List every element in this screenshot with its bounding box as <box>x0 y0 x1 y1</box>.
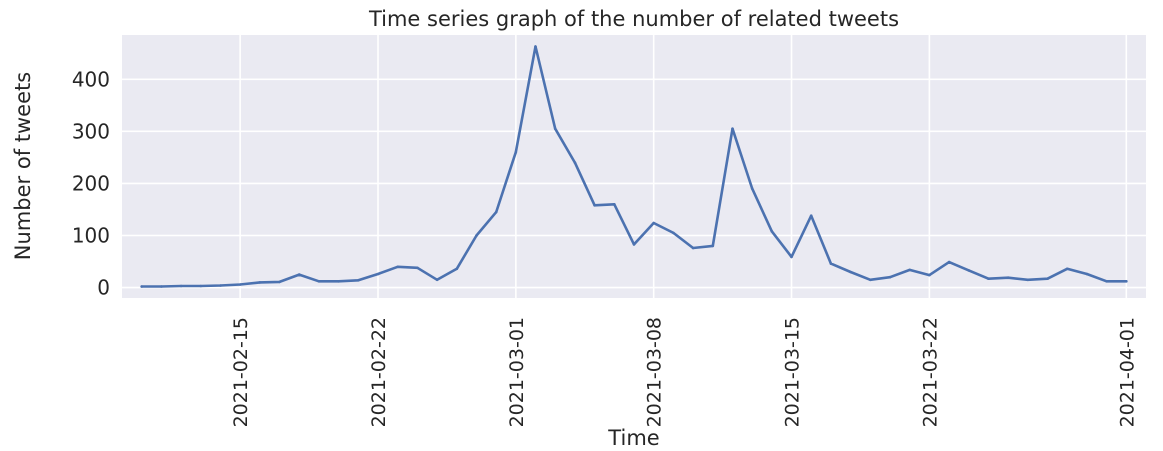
data-point <box>809 214 813 217</box>
data-point <box>455 267 459 271</box>
x-tick-label: 2021-03-08 <box>644 317 666 427</box>
data-point <box>947 260 951 264</box>
x-tick-label: 2021-03-22 <box>919 317 941 427</box>
data-point <box>553 127 557 130</box>
grid-lines <box>122 35 1146 298</box>
data-point <box>357 279 360 282</box>
y-tick-label: 0 <box>97 276 110 300</box>
data-point <box>829 262 833 265</box>
x-tick-label: 2021-03-01 <box>506 317 528 427</box>
data-point <box>140 285 143 288</box>
data-point <box>1105 280 1108 283</box>
data-point <box>337 280 340 283</box>
data-point <box>199 284 203 288</box>
data-point <box>613 203 616 206</box>
data-point <box>1065 267 1069 271</box>
data-point <box>928 273 931 277</box>
x-axis-label: Time <box>607 426 659 450</box>
x-tick-label: 2021-02-15 <box>230 317 252 427</box>
y-tick-label: 200 <box>72 171 110 195</box>
data-point <box>652 221 655 225</box>
data-point <box>278 280 281 284</box>
data-point <box>1046 277 1049 281</box>
data-point <box>1006 276 1010 280</box>
data-point <box>770 230 774 233</box>
data-point <box>632 243 636 246</box>
data-point <box>534 45 537 48</box>
y-tick-label: 100 <box>72 224 110 248</box>
data-point <box>790 255 793 259</box>
data-point <box>711 244 715 248</box>
data-point <box>160 285 163 288</box>
data-point <box>869 278 872 282</box>
data-point <box>475 234 478 237</box>
data-point <box>672 231 675 235</box>
data-point <box>888 275 892 279</box>
x-tick-label: 2021-02-22 <box>368 317 390 427</box>
data-point <box>396 265 400 269</box>
data-point <box>317 280 321 283</box>
y-tick-label: 300 <box>72 119 110 143</box>
data-point <box>376 272 380 276</box>
data-point <box>297 273 301 276</box>
data-point <box>691 246 695 250</box>
data-point <box>435 278 439 282</box>
x-tick-labels: 2021-02-15 2021-02-22 2021-03-01 2021-03-08… <box>230 317 1138 427</box>
data-points <box>140 45 1128 288</box>
plot-area <box>122 35 1146 298</box>
data-point <box>1125 280 1128 283</box>
data-point <box>514 150 518 154</box>
y-axis-label: Number of tweets <box>11 72 35 260</box>
y-tick-labels: 0 100 200 300 400 <box>72 67 110 299</box>
data-point <box>179 284 183 288</box>
data-point <box>238 283 242 286</box>
data-point <box>593 204 596 207</box>
data-point <box>573 161 577 164</box>
data-point <box>750 187 754 190</box>
x-tick-label: 2021-03-15 <box>782 317 804 427</box>
data-point <box>967 269 971 272</box>
data-point <box>416 266 419 270</box>
x-tick-label: 2021-04-01 <box>1116 317 1138 427</box>
data-point <box>731 127 734 130</box>
y-tick-label: 400 <box>72 67 110 91</box>
data-point <box>849 270 852 274</box>
data-point <box>219 284 222 287</box>
chart-title: Time series graph of the number of relat… <box>368 7 899 31</box>
data-point <box>1085 272 1089 276</box>
data-point <box>258 281 262 284</box>
data-point <box>908 268 911 272</box>
data-point <box>987 277 990 281</box>
data-point <box>494 210 498 214</box>
data-point <box>1026 278 1030 282</box>
